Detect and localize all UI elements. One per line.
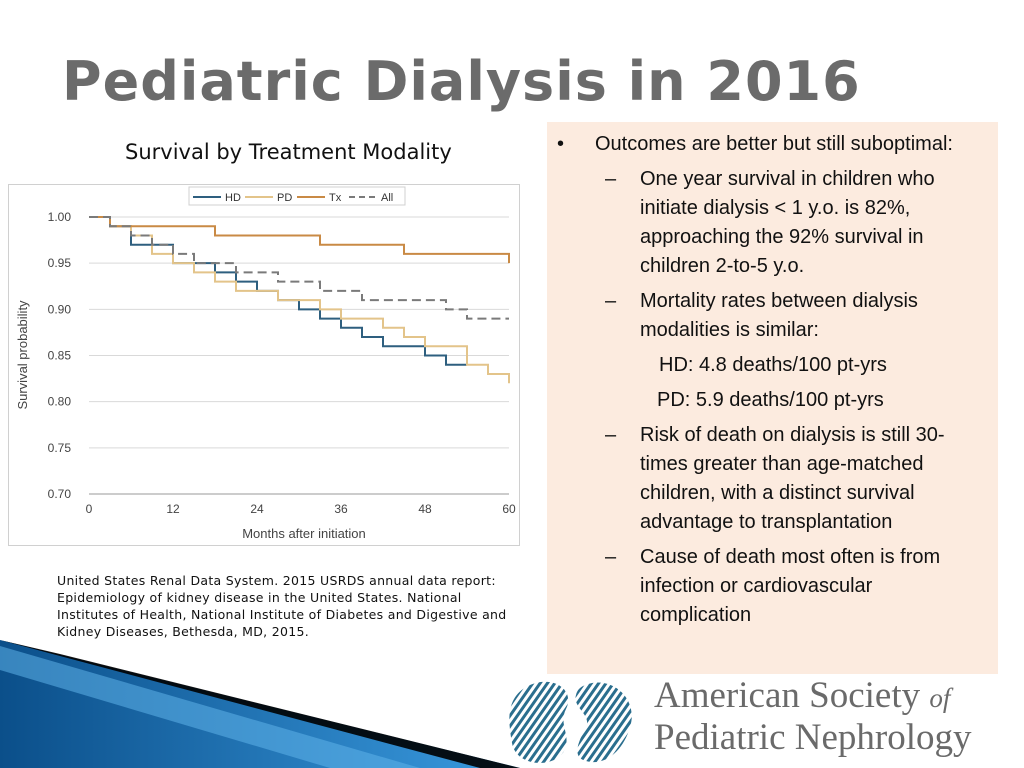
legend-label-hd: HD bbox=[225, 192, 241, 204]
y-tick-label: 0.95 bbox=[48, 256, 72, 270]
sub-bullet-mortality-text: Mortality rates between dialysis modalit… bbox=[640, 290, 918, 341]
chart-gridlines bbox=[89, 216, 509, 495]
y-tick-label: 0.90 bbox=[48, 302, 72, 316]
logo-line-1: American Society of bbox=[654, 676, 972, 718]
y-tick-label: 0.70 bbox=[48, 487, 72, 501]
y-axis-label: Survival probability bbox=[15, 300, 30, 410]
bullet-dot: • bbox=[557, 133, 565, 155]
sub-bullet-dash: – bbox=[605, 546, 617, 568]
y-tick-label: 0.85 bbox=[48, 349, 72, 363]
chart-caption: Survival by Treatment Modality bbox=[125, 140, 452, 164]
sub-bullet-risk-text: Risk of death on dialysis is still 30-ti… bbox=[640, 424, 945, 533]
slide-title: Pediatric Dialysis in 2016 bbox=[62, 50, 861, 113]
series-line-pd bbox=[89, 216, 510, 384]
sub-bullet-dash: – bbox=[605, 168, 617, 190]
sub-bullet-risk: – Risk of death on dialysis is still 30-… bbox=[605, 421, 984, 537]
bullet-panel: • Outcomes are better but still suboptim… bbox=[547, 122, 998, 674]
logo-of: of bbox=[929, 683, 951, 713]
logo-line-2: Pediatric Nephrology bbox=[654, 717, 972, 758]
legend-label-all: All bbox=[381, 192, 393, 204]
footer-light-stripe bbox=[0, 646, 420, 768]
sub-bullet-cause-text: Cause of death most often is from infect… bbox=[640, 546, 941, 626]
legend-label-pd: PD bbox=[277, 192, 292, 204]
citation-text: United States Renal Data System. 2015 US… bbox=[57, 573, 507, 639]
kidney-logo-icon bbox=[509, 681, 632, 763]
sub-bullet-cause: – Cause of death most often is from infe… bbox=[605, 543, 984, 630]
series-line-all bbox=[89, 216, 509, 320]
survival-chart: HD PD Tx All 1.00 0.95 0.90 0.85 0.80 0.75 0.70 0 1… bbox=[8, 184, 520, 546]
logo-line-1-text: American Society bbox=[654, 675, 921, 716]
x-tick-label: 24 bbox=[250, 502, 264, 516]
survival-chart-svg: HD PD Tx All 1.000.950.900.850.800.750.700 1… bbox=[15, 186, 516, 541]
x-tick-label: 12 bbox=[166, 502, 180, 516]
x-axis-label: Months after initiation bbox=[242, 526, 366, 541]
sub-bullet-survival-text: One year survival in children who initia… bbox=[640, 168, 935, 277]
x-tick-label: 48 bbox=[418, 502, 432, 516]
chart-axes: 1.00 0.95 0.90 0.85 0.80 0.75 0.70 0 12 24 36 48 60 bbox=[48, 210, 516, 516]
sub-bullet-dash: – bbox=[605, 424, 617, 446]
legend-label-tx: Tx bbox=[329, 192, 342, 204]
rate-hd: HD: 4.8 deaths/100 pt-yrs bbox=[659, 354, 887, 376]
y-tick-label: 0.75 bbox=[48, 441, 72, 455]
bullet-main: • Outcomes are better but still suboptim… bbox=[557, 130, 984, 159]
x-tick-label: 36 bbox=[334, 502, 348, 516]
y-tick-label: 0.80 bbox=[48, 395, 72, 409]
chart-legend: HD PD Tx All bbox=[188, 186, 406, 206]
sub-bullet-mortality: – Mortality rates between dialysis modal… bbox=[605, 287, 984, 345]
y-tick-label: 1.00 bbox=[48, 210, 72, 224]
sub-bullet-survival: – One year survival in children who init… bbox=[605, 165, 984, 281]
x-tick-label: 60 bbox=[502, 502, 516, 516]
sub-bullet-dash: – bbox=[605, 290, 617, 312]
bullet-main-text: Outcomes are better but still suboptimal… bbox=[595, 133, 953, 155]
footer-black-stripe bbox=[0, 640, 520, 768]
x-tick-label: 0 bbox=[86, 502, 93, 516]
chart-series bbox=[89, 216, 510, 384]
rate-pd: PD: 5.9 deaths/100 pt-yrs bbox=[657, 389, 884, 411]
footer-decoration bbox=[0, 640, 520, 768]
society-logo-text: American Society of Pediatric Nephrology bbox=[654, 676, 972, 758]
